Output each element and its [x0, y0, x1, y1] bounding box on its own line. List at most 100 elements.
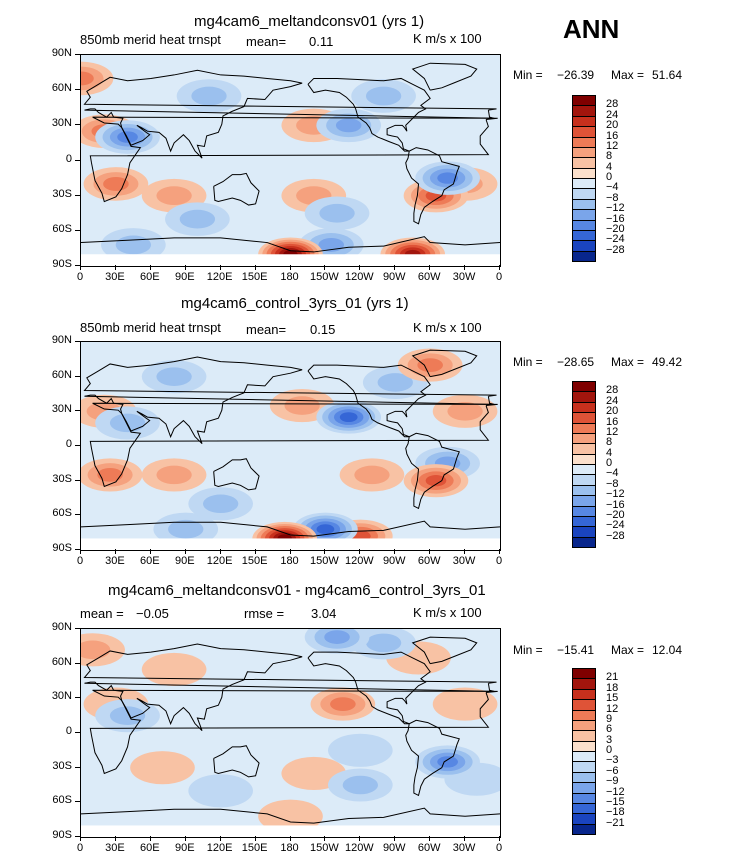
- colorbar-label: 18: [606, 681, 619, 694]
- x-tick-mark: [149, 549, 151, 554]
- colorbar-swatch: [572, 536, 596, 548]
- colorbar-label: 24: [606, 394, 619, 407]
- season-label: ANN: [563, 14, 620, 44]
- y-tick-mark: [75, 479, 80, 481]
- panel-1-max-label: Max =: [611, 68, 645, 82]
- panel-1-x-tick: 0: [76, 271, 84, 283]
- field-cool-canada: [377, 373, 413, 392]
- colorbar-label: 12: [606, 139, 619, 152]
- x-tick-mark: [184, 549, 186, 554]
- coastline: [83, 356, 497, 445]
- panel-3-x-tick: 90W: [382, 842, 406, 854]
- y-tick-mark: [75, 628, 80, 629]
- coastline: [89, 402, 498, 488]
- panel-2-max-value: 49.42: [652, 355, 683, 369]
- y-tick-mark: [75, 732, 80, 733]
- x-tick-mark: [254, 549, 256, 554]
- field-warm-ind-s: [156, 465, 192, 485]
- x-tick-mark: [429, 549, 431, 554]
- colorbar-label: −6: [606, 764, 619, 777]
- colorbar-label: −20: [606, 222, 625, 235]
- field-cool-sa-20s: [437, 756, 458, 768]
- panel-3-y-tick: 30S: [52, 759, 72, 772]
- panel-2-x-tick: 0: [76, 555, 84, 567]
- field-cool-pac-10s: [328, 733, 393, 767]
- y-tick-mark: [75, 514, 80, 516]
- y-tick-mark: [75, 445, 80, 446]
- colorbar-label: 15: [606, 692, 619, 705]
- field-cool-siberia: [156, 367, 192, 386]
- field-warm-ind-s: [130, 751, 195, 785]
- x-tick-mark: [80, 836, 81, 841]
- panel-3-x-tick: 150E: [241, 842, 268, 854]
- y-tick-mark: [75, 341, 80, 342]
- panel-3-min-value: −15.41: [557, 643, 595, 657]
- panel-2-min-label: Min =: [513, 355, 543, 369]
- antarctica-mask: [81, 825, 500, 837]
- x-tick-mark: [149, 265, 151, 270]
- colorbar-label: −16: [606, 498, 625, 511]
- y-tick-mark: [75, 801, 80, 803]
- x-tick-mark: [464, 549, 466, 554]
- colorbar-label: 21: [606, 671, 619, 684]
- panel-2-y-tick: 0: [65, 438, 72, 450]
- colorbar-label: −4: [606, 181, 619, 194]
- x-tick-mark: [394, 836, 396, 841]
- colorbar-label: 12: [606, 425, 619, 438]
- colorbar-label: 3: [606, 733, 613, 746]
- panel-2-y-tick: 90S: [52, 542, 72, 554]
- x-tick-mark: [289, 549, 291, 554]
- colorbar-label: −4: [606, 467, 619, 480]
- field-cool-canada: [365, 86, 402, 106]
- panel-2-map: [80, 341, 501, 551]
- x-tick-mark: [324, 836, 326, 841]
- panel-1-title: mg4cam6_meltandconsv01 (yrs 1): [194, 13, 425, 30]
- panel-2-x-tick: 30W: [452, 555, 476, 567]
- panel-1-map: [80, 54, 501, 267]
- colorbar-swatch: [572, 823, 596, 835]
- panel-2-min-value: −28.65: [557, 355, 595, 369]
- panel-3-x-tick: 0: [76, 842, 84, 854]
- colorbar-label: 4: [606, 446, 613, 459]
- x-tick-mark: [219, 549, 221, 554]
- x-tick-mark: [184, 836, 186, 841]
- coastline: [411, 62, 478, 91]
- coastline: [411, 349, 478, 378]
- field-cool-arctic-150w: [324, 630, 350, 644]
- colorbar-label: 8: [606, 436, 613, 449]
- field-warm-arctic-60w: [417, 358, 443, 372]
- y-tick-mark: [75, 54, 80, 55]
- y-tick-mark: [75, 124, 80, 126]
- panel-1-y-tick: 0: [65, 152, 72, 165]
- panel-2-x-tick: 0: [495, 555, 503, 567]
- panel-3-x-tick: 60W: [417, 842, 441, 854]
- panel-2-x-tick: 120W: [344, 555, 374, 567]
- panel-3-y-tick: 0: [65, 725, 72, 737]
- panel-1-y-tick: 90S: [52, 258, 72, 270]
- x-tick-mark: [464, 836, 466, 841]
- panel-3-x-tick: 60E: [140, 842, 160, 854]
- panel-2-y-tick: 30S: [52, 472, 72, 485]
- panel-1-x-tick: 60W: [417, 271, 441, 283]
- colorbar-label: 0: [606, 171, 613, 183]
- field-cool-arctic-100w: [365, 633, 402, 653]
- field-cool-sa-10s: [437, 172, 458, 184]
- panel-1-x-tick: 120W: [344, 271, 374, 283]
- coastline: [405, 432, 460, 510]
- panel-1-heatmap-svg: [81, 55, 500, 266]
- field-warm-ant-180: [258, 799, 323, 833]
- y-tick-mark: [75, 265, 80, 266]
- colorbar-label: 4: [606, 160, 613, 173]
- field-cool-siberia: [191, 86, 227, 106]
- x-tick-mark: [464, 265, 466, 270]
- coastline: [405, 147, 460, 225]
- x-tick-mark: [394, 265, 396, 270]
- coastline: [213, 458, 260, 491]
- panel-1-x-tick: 180: [280, 271, 299, 283]
- panel-2-x-tick: 120E: [206, 555, 233, 567]
- panel-2-mean-label: mean=: [246, 322, 287, 337]
- x-tick-mark: [394, 549, 396, 554]
- panel-3-y-tick: 30N: [51, 690, 72, 703]
- field-cool-arabia: [109, 413, 146, 433]
- panel-2-x-tick: 60E: [140, 555, 160, 567]
